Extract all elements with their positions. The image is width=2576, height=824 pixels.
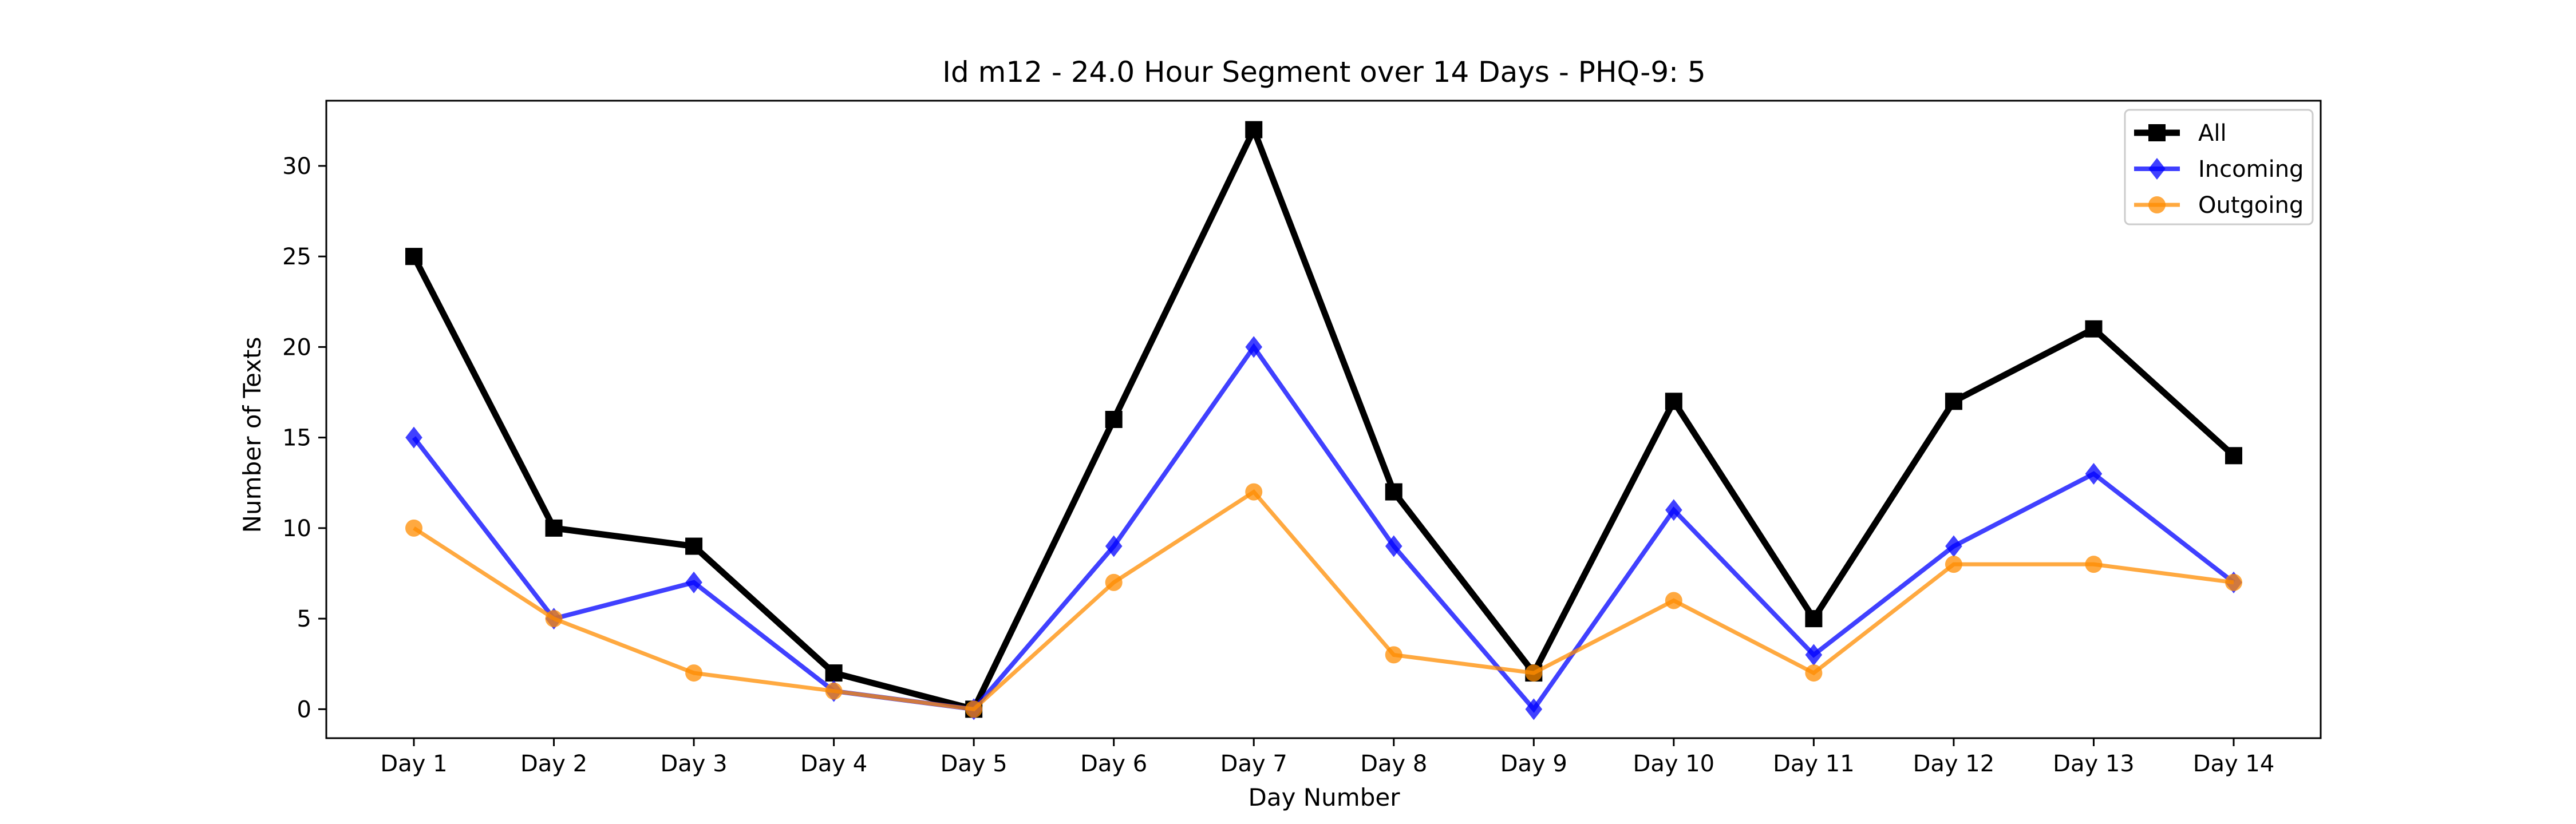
legend: All Incoming Outgoing — [2124, 109, 2314, 225]
chart-title: Id m12 - 24.0 Hour Segment over 14 Days … — [942, 56, 1705, 89]
y-axis-label: Number of Texts — [238, 337, 266, 533]
legend-label-all: All — [2198, 120, 2227, 146]
data-point-outgoing — [685, 664, 703, 682]
x-tick-label: Day 14 — [2193, 751, 2275, 777]
data-point-all — [2225, 447, 2242, 465]
data-point-outgoing — [1945, 556, 1962, 573]
data-point-outgoing — [1105, 573, 1123, 591]
data-point-incoming — [1245, 336, 1263, 358]
data-point-outgoing — [1805, 664, 1823, 682]
legend-item-all: All — [2134, 120, 2227, 146]
data-point-outgoing — [825, 682, 843, 700]
legend-marker-incoming — [2148, 158, 2166, 180]
x-tick-label: Day 10 — [1633, 751, 1715, 777]
plot-frame — [325, 100, 2322, 739]
data-point-incoming — [405, 426, 422, 449]
plot-area: 0 5 10 15 20 25 30 Day 1 Day 2 Day 3 Day 4 Day 5 Day… — [282, 121, 2274, 777]
legend-item-outgoing: Outgoing — [2134, 192, 2304, 219]
x-tick-label: Day 2 — [520, 751, 587, 777]
data-point-all — [1945, 393, 1962, 410]
y-tick-label: 25 — [282, 244, 311, 270]
x-tick-label: Day 12 — [1913, 751, 1995, 777]
data-point-incoming — [1525, 698, 1543, 720]
data-point-outgoing — [1525, 664, 1543, 682]
legend-marker-all — [2148, 124, 2166, 141]
data-point-incoming — [1945, 535, 1962, 557]
legend-item-incoming: Incoming — [2134, 156, 2304, 183]
y-tick-label: 0 — [297, 696, 311, 723]
data-point-all — [2085, 320, 2103, 338]
x-tick-label: Day 4 — [800, 751, 867, 777]
data-point-all — [1105, 411, 1123, 428]
legend-label-incoming: Incoming — [2198, 156, 2304, 183]
x-tick-label: Day 1 — [380, 751, 447, 777]
data-point-outgoing — [545, 610, 563, 628]
y-tick-label: 20 — [282, 334, 311, 360]
data-point-all — [825, 664, 843, 682]
x-tick-label: Day 13 — [2053, 751, 2135, 777]
x-tick-label: Day 5 — [941, 751, 1008, 777]
data-point-all — [1385, 483, 1402, 501]
data-point-incoming — [1105, 535, 1123, 557]
data-point-incoming — [685, 571, 702, 593]
x-tick-label: Day 9 — [1500, 751, 1567, 777]
series-line-outgoing — [413, 489, 2234, 712]
data-point-all — [685, 537, 703, 555]
data-point-incoming — [1805, 644, 1823, 666]
data-point-all — [545, 519, 563, 537]
legend-label-outgoing: Outgoing — [2198, 192, 2304, 219]
series-line-all — [411, 121, 2236, 713]
data-point-outgoing — [2085, 556, 2103, 573]
x-tick-label: Day 3 — [660, 751, 727, 777]
data-point-outgoing — [2225, 573, 2242, 591]
y-tick-label: 10 — [282, 516, 311, 542]
series-line-incoming — [412, 343, 2235, 713]
x-tick-label: Day 8 — [1360, 751, 1427, 777]
data-point-outgoing — [1665, 592, 1682, 609]
x-axis-label: Day Number — [1248, 783, 1400, 811]
data-point-all — [1805, 610, 1823, 628]
data-point-incoming — [2085, 462, 2103, 485]
x-tick-label: Day 6 — [1080, 751, 1147, 777]
data-point-all — [1245, 121, 1263, 138]
data-point-outgoing — [1245, 483, 1263, 501]
x-tick-label: Day 11 — [1773, 751, 1855, 777]
y-tick-label: 5 — [297, 606, 311, 632]
series-outgoing — [405, 483, 2242, 718]
data-point-outgoing — [405, 519, 422, 537]
x-tick-label: Day 7 — [1220, 751, 1287, 777]
y-tick-label: 15 — [282, 425, 311, 451]
data-point-incoming — [1385, 535, 1402, 557]
series-all — [405, 121, 2242, 718]
data-point-outgoing — [965, 700, 983, 718]
data-point-incoming — [1665, 499, 1682, 521]
data-point-outgoing — [1385, 646, 1402, 664]
data-point-all — [405, 248, 422, 266]
data-point-all — [1665, 393, 1682, 410]
legend-box — [2124, 109, 2314, 225]
legend-marker-outgoing — [2148, 196, 2166, 213]
y-tick-label: 30 — [282, 153, 311, 180]
